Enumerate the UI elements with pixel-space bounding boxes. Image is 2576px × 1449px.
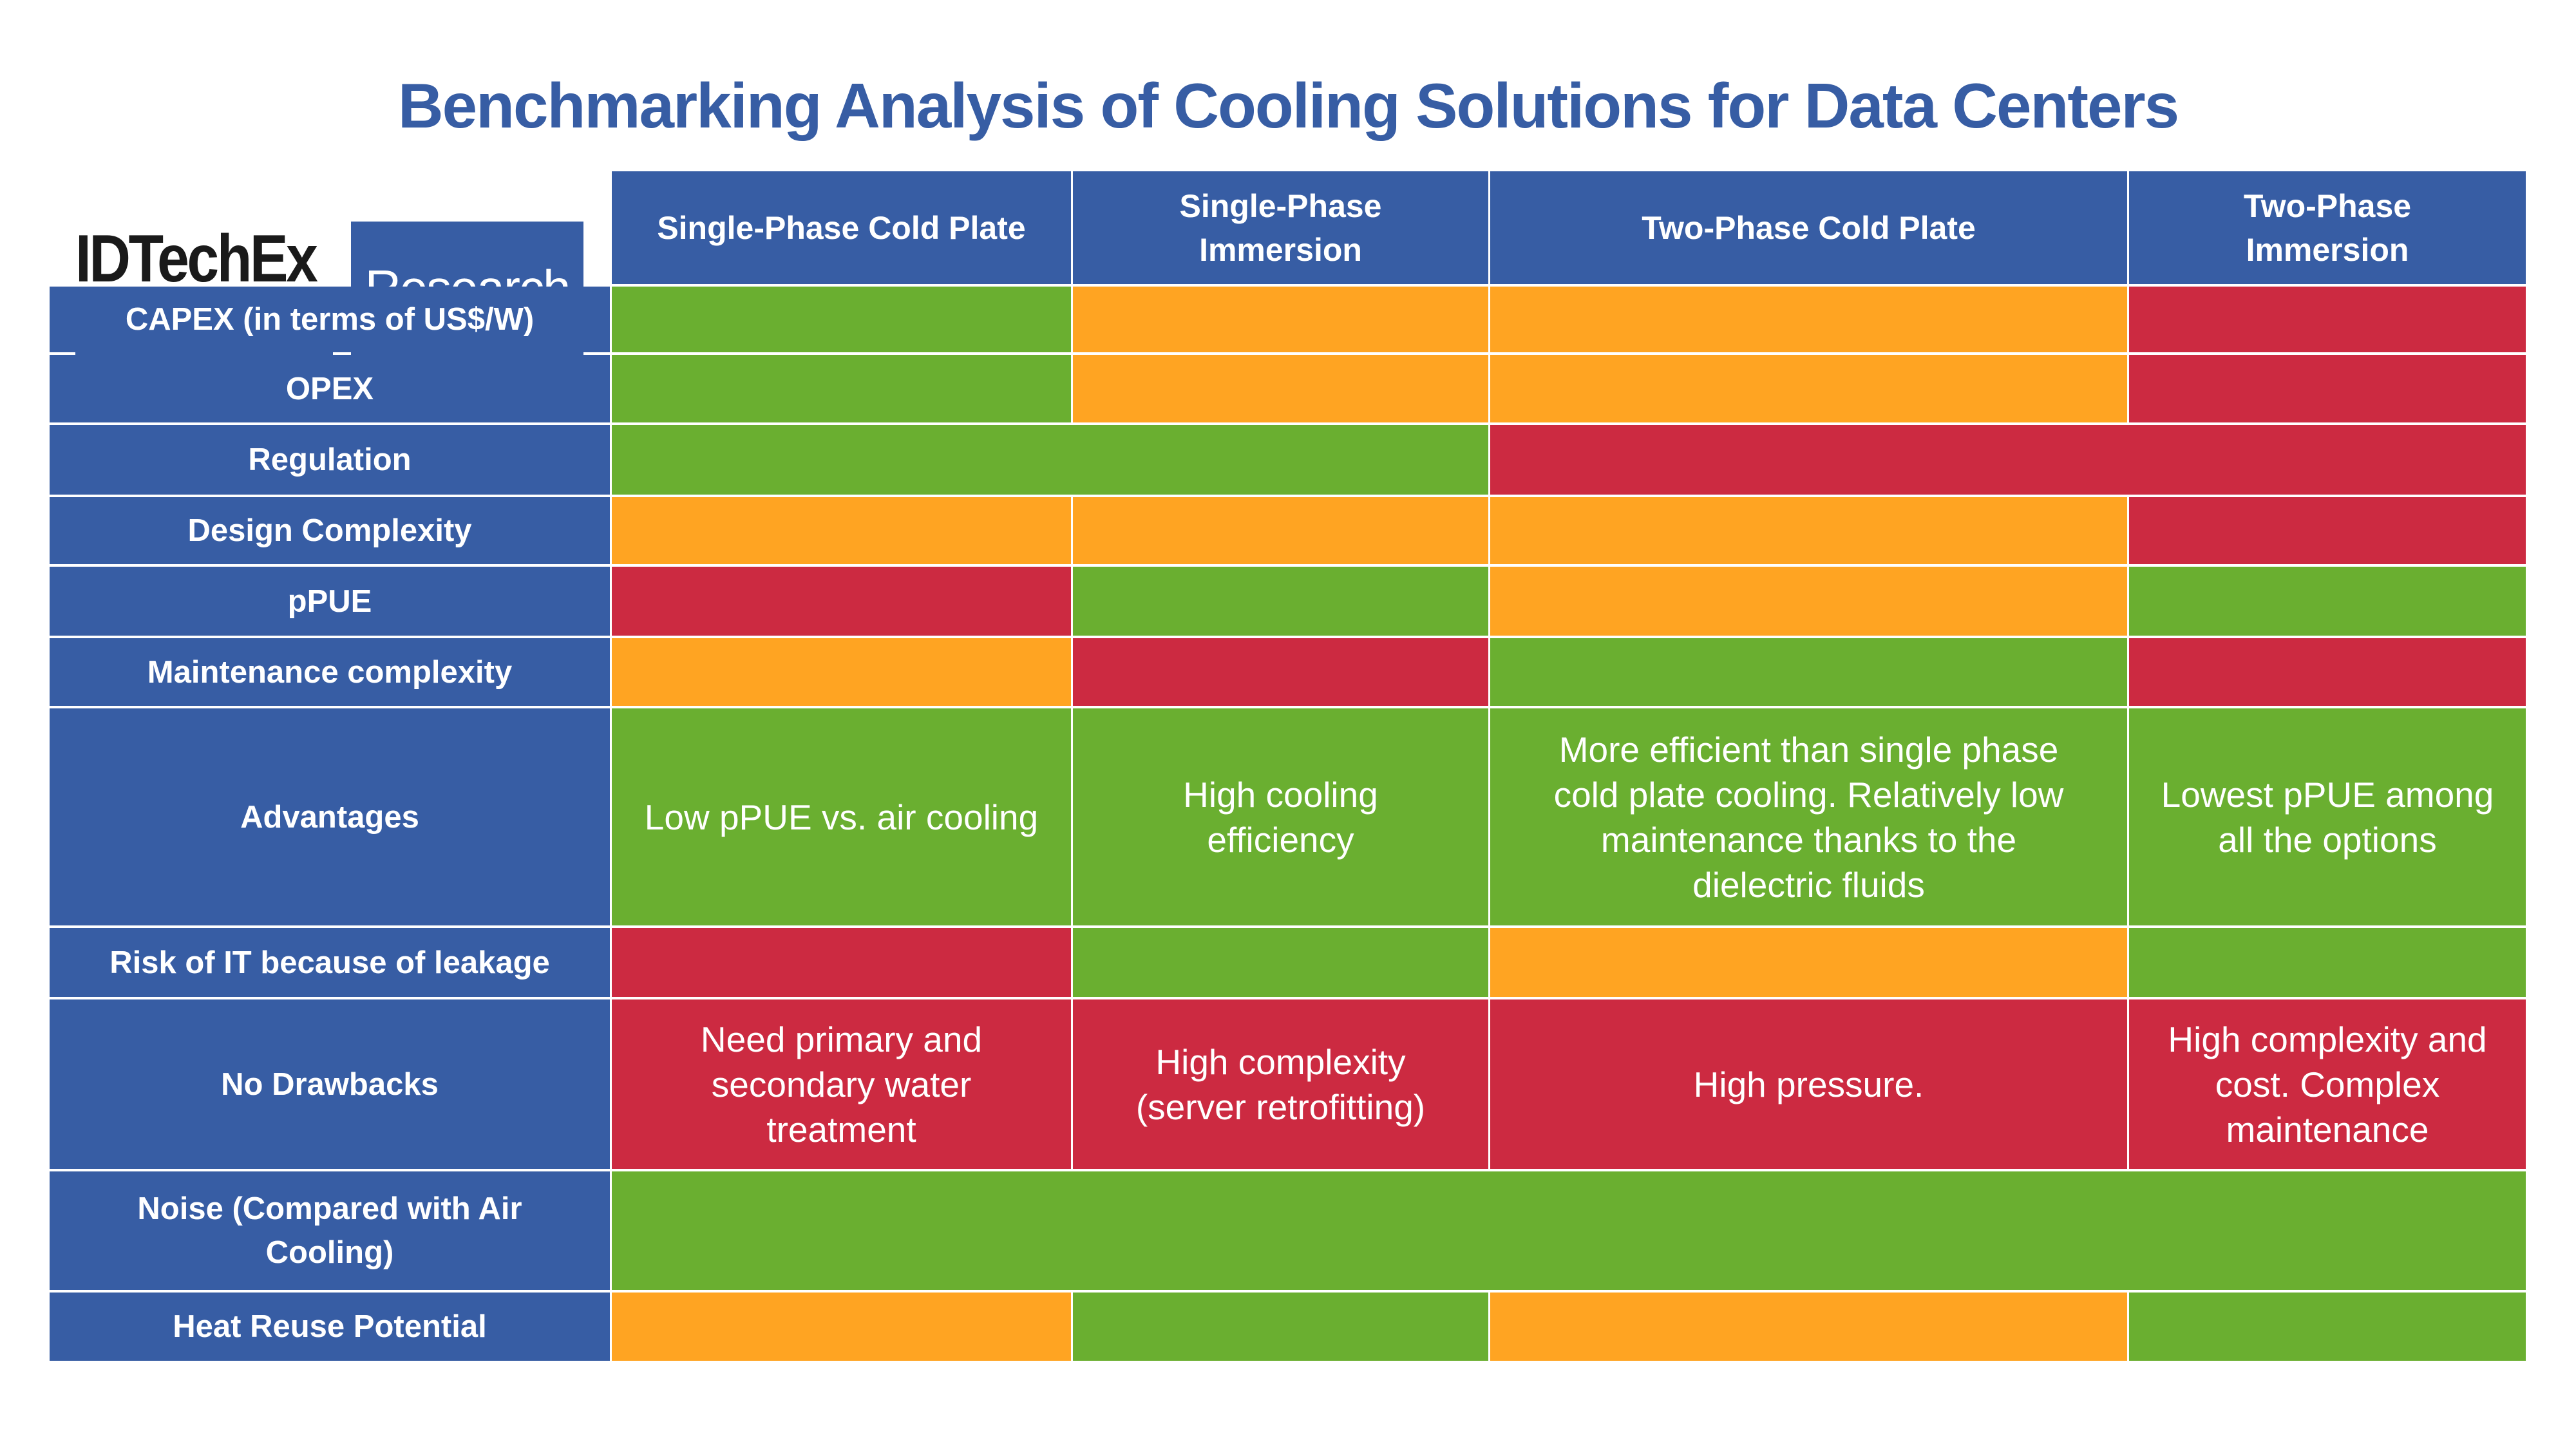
row-label-advantages: Advantages [50, 708, 610, 925]
rating-cell-design-complexity-1 [1073, 497, 1488, 564]
rating-cell-design-complexity-0 [612, 497, 1071, 564]
rating-cell-opex-0 [612, 355, 1071, 422]
rating-cell-no-drawbacks-3: High complexity and cost. Complex mainte… [2129, 999, 2526, 1169]
rating-cell-capex-in-terms-of-us-w-0 [612, 287, 1071, 352]
rating-cell-noise-compared-with-air-cooling-0 [612, 1171, 2526, 1290]
rating-cell-ppue-1 [1073, 567, 1488, 636]
column-header-two-phase-immersion: Two-Phase Immersion [2129, 171, 2526, 284]
row-label-no-drawbacks: No Drawbacks [50, 999, 610, 1169]
row-label-design-complexity: Design Complexity [50, 497, 610, 564]
column-header-single-phase-immersion: Single-Phase Immersion [1073, 171, 1488, 284]
rating-cell-regulation-1 [1490, 425, 2526, 495]
rating-cell-no-drawbacks-0: Need primary and secondary water treatme… [612, 999, 1071, 1169]
rating-cell-risk-of-it-because-of-leakage-0 [612, 928, 1071, 997]
rating-cell-design-complexity-3 [2129, 497, 2526, 564]
rating-cell-heat-reuse-potential-3 [2129, 1293, 2526, 1361]
rating-cell-opex-2 [1490, 355, 2127, 422]
row-label-opex: OPEX [50, 355, 610, 422]
rating-cell-opex-1 [1073, 355, 1488, 422]
rating-cell-ppue-3 [2129, 567, 2526, 636]
rating-cell-no-drawbacks-1: High complexity (server retrofitting) [1073, 999, 1488, 1169]
row-label-heat-reuse-potential: Heat Reuse Potential [50, 1293, 610, 1361]
row-label-capex-in-terms-of-us-w: CAPEX (in terms of US$/W) [50, 287, 610, 352]
rating-cell-advantages-3: Lowest pPUE among all the options [2129, 708, 2526, 925]
rating-cell-capex-in-terms-of-us-w-3 [2129, 287, 2526, 352]
row-label-noise-compared-with-air-cooling: Noise (Compared with Air Cooling) [50, 1171, 610, 1290]
benchmark-table: Single-Phase Cold Plate Single-Phase Imm… [50, 171, 2526, 1361]
rating-cell-maintenance-complexity-0 [612, 638, 1071, 706]
rating-cell-advantages-0: Low pPUE vs. air cooling [612, 708, 1071, 925]
rating-cell-maintenance-complexity-3 [2129, 638, 2526, 706]
rating-cell-ppue-2 [1490, 567, 2127, 636]
logo-brand: IDTechEx [75, 222, 318, 296]
rating-cell-opex-3 [2129, 355, 2526, 422]
rating-cell-risk-of-it-because-of-leakage-2 [1490, 928, 2127, 997]
row-label-risk-of-it-because-of-leakage: Risk of IT because of leakage [50, 928, 610, 997]
rating-cell-no-drawbacks-2: High pressure. [1490, 999, 2127, 1169]
table-corner [50, 171, 610, 284]
column-header-two-phase-cold-plate: Two-Phase Cold Plate [1490, 171, 2127, 284]
rating-cell-maintenance-complexity-1 [1073, 638, 1488, 706]
rating-cell-risk-of-it-because-of-leakage-3 [2129, 928, 2526, 997]
rating-cell-regulation-0 [612, 425, 1488, 495]
rating-cell-ppue-0 [612, 567, 1071, 636]
rating-cell-heat-reuse-potential-1 [1073, 1293, 1488, 1361]
row-label-ppue: pPUE [50, 567, 610, 636]
rating-cell-maintenance-complexity-2 [1490, 638, 2127, 706]
rating-cell-design-complexity-2 [1490, 497, 2127, 564]
rating-cell-risk-of-it-because-of-leakage-1 [1073, 928, 1488, 997]
row-label-regulation: Regulation [50, 425, 610, 495]
row-label-maintenance-complexity: Maintenance complexity [50, 638, 610, 706]
page-title: Benchmarking Analysis of Cooling Solutio… [397, 70, 2179, 141]
rating-cell-capex-in-terms-of-us-w-2 [1490, 287, 2127, 352]
rating-cell-advantages-2: More efficient than single phase cold pl… [1490, 708, 2127, 925]
rating-cell-advantages-1: High cooling efficiency [1073, 708, 1488, 925]
rating-cell-capex-in-terms-of-us-w-1 [1073, 287, 1488, 352]
column-header-single-phase-cold-plate: Single-Phase Cold Plate [612, 171, 1071, 284]
rating-cell-heat-reuse-potential-0 [612, 1293, 1071, 1361]
rating-cell-heat-reuse-potential-2 [1490, 1293, 2127, 1361]
